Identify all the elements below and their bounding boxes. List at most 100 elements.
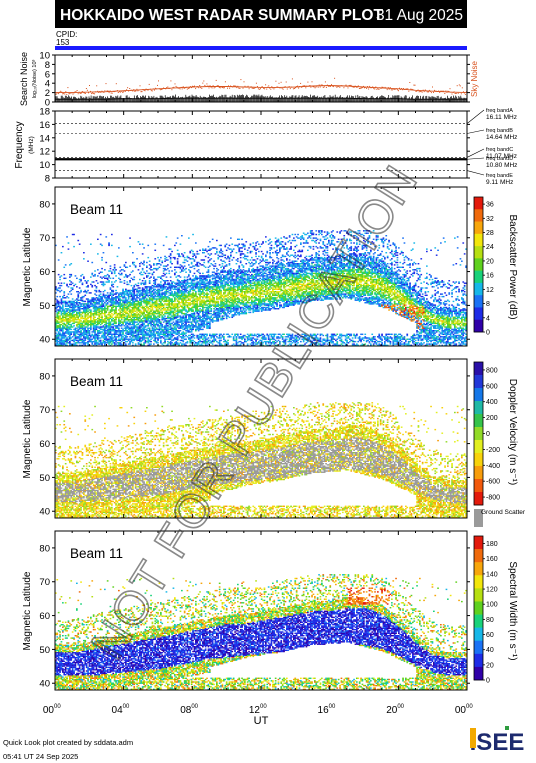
power-colorbar-tick: 24 [486,244,494,251]
power-colorbar-segment [474,307,483,321]
cpid-bar [55,46,467,50]
width-colorbar-segment [474,601,483,615]
velocity-ytick: 40 [39,507,50,518]
power-colorbar-segment [474,209,483,222]
power-colorbar-tick: 32 [486,216,494,223]
power-colorbar-segment [474,258,483,271]
velocity-colorbar-segment [474,427,483,441]
power-colorbar-segment [474,270,483,284]
noise-ytick: 0 [45,98,50,109]
noise-ylabel2: log₁₀(Noise) 10³ [32,59,38,98]
velocity-colorbar-tick: -200 [486,447,500,454]
band-value: 9.11 MHz [486,179,513,186]
power-ytick: 80 [39,199,50,210]
width-colorbar-tick: 180 [486,541,498,548]
band-connector [466,109,485,124]
frequency-ylabel: Frequency [14,121,25,168]
band-connector [466,157,485,160]
velocity-colorbar-segment [474,375,483,389]
x-tick-hour: 16 [318,705,330,716]
width-colorbar-tick: 20 [486,662,494,669]
x-tick-hour: 20 [386,705,398,716]
band-connector [466,129,485,134]
velocity-colorbar-segment [474,466,483,480]
velocity-panel: 40 50 60 70 80 Beam 11 Magnetic Latitude -80… [22,358,526,527]
noise-ytick: 6 [45,69,50,80]
width-panel: 40 50 60 70 80 Beam 11 Magnetic Latitude 0 20… [22,530,518,727]
frequency-ytick: 18 [39,107,50,118]
velocity-colorbar-segment [474,401,483,415]
width-colorbar-segment [474,666,483,681]
power-colorbar-label: Backscatter Power (dB) [507,214,518,319]
width-colorbar-tick: 160 [486,556,498,563]
noise-ytick: 8 [45,60,50,71]
band-value: 16.11 MHz [486,114,517,121]
band-value: 14.64 MHz [486,134,517,141]
velocity-colorbar-label: Doppler Velocity (m s⁻¹) [507,379,518,485]
plot-date: 31 Aug 2025 [376,7,463,24]
sky-noise-label: Sky Noise [470,60,479,97]
width-colorbar-segment [474,549,483,563]
velocity-colorbar-tick: 0 [486,431,490,438]
velocity-colorbar-segment [474,362,483,376]
width-beam-label: Beam 11 [70,546,123,561]
power-ylabel: Magnetic Latitude [22,227,33,306]
frequency-yunit: (MHz) [28,136,35,154]
velocity-colorbar-tick: -800 [486,495,500,502]
power-colorbar-segment [474,233,483,247]
power-colorbar-tick: 4 [486,315,490,322]
x-tick-hour: 04 [112,705,124,716]
width-colorbar-segment [474,614,483,628]
velocity-colorbar-segment [474,453,483,467]
width-colorbar-segment [474,653,483,668]
width-colorbar-segment [474,588,483,602]
width-colorbar-segment [474,575,483,589]
velocity-beam-label: Beam 11 [70,374,123,389]
velocity-colorbar-tick: 800 [486,367,498,374]
power-ytick: 40 [39,335,50,346]
velocity-colorbar-segment [474,492,483,506]
width-ytick: 50 [39,645,50,656]
ground-scatter-swatch [474,509,483,527]
power-colorbar-segment [474,221,483,235]
footer-created-time: 05:41 UT 24 Sep 2025 [3,752,78,761]
velocity-colorbar-segment [474,388,483,402]
width-colorbar-tick: 60 [486,632,494,639]
power-colorbar-tick: 28 [486,230,494,237]
cpid-value: 153 [56,38,70,47]
power-heatmap [55,230,467,346]
band-connector [466,170,485,176]
band-label: freq bandE [486,173,513,179]
width-colorbar-segment [474,562,483,576]
isee-logo: ISEE [470,726,524,756]
width-colorbar-tick: 0 [486,678,490,685]
band-value: 11.07 MHz [486,153,517,160]
velocity-colorbar-tick: 200 [486,415,498,422]
footer-created-by: Quick Look plot created by sddata.adm [3,738,133,747]
width-ylabel: Magnetic Latitude [22,571,33,650]
velocity-colorbar-tick: 600 [486,383,498,390]
frequency-ytick: 12 [39,147,50,158]
x-tick-hour: 12 [249,705,261,716]
x-tick-minute: 00 [260,704,267,710]
width-colorbar-segment [474,536,483,550]
x-tick-minute: 00 [123,704,130,710]
frequency-ytick: 14 [39,133,50,144]
width-ytick: 70 [39,577,50,588]
frequency-ytick: 10 [39,160,50,171]
plot-title: HOKKAIDO WEST RADAR SUMMARY PLOT [60,7,383,24]
width-colorbar-tick: 100 [486,602,498,609]
band-label: freq bandB [486,128,513,134]
power-panel: 40 50 60 70 80 Beam 11 Magnetic Latitude 0 4 8… [22,186,518,347]
velocity-colorbar-tick: 400 [486,399,498,406]
power-ytick: 70 [39,233,50,244]
noise-ytick: 10 [39,51,50,62]
frequency-ytick: 16 [39,120,50,131]
width-colorbar-segment [474,640,483,655]
width-ytick: 80 [39,543,50,554]
x-tick-hour: 00 [455,705,467,716]
power-colorbar-segment [474,197,483,210]
velocity-colorbar-segment [474,479,483,493]
frequency-ytick: 8 [45,174,50,185]
